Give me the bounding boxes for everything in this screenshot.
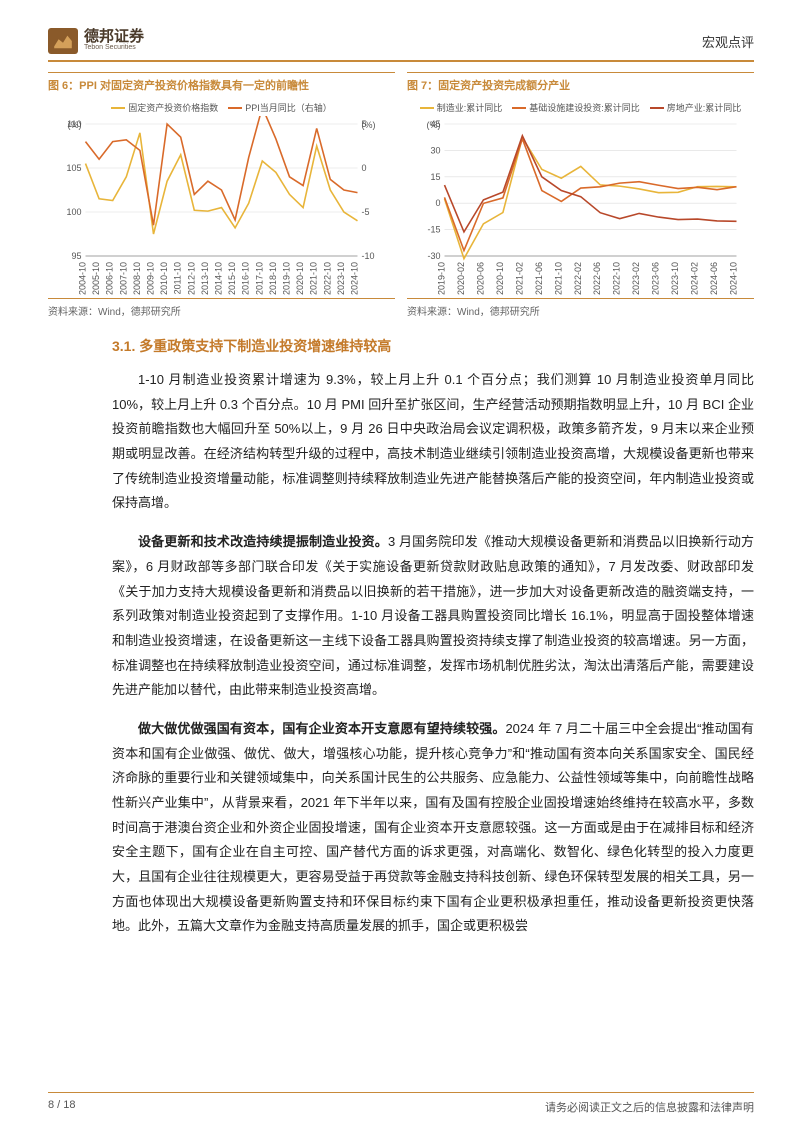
page-number: 8 / 18 [48, 1099, 76, 1115]
logo-en: Tebon Securities [84, 44, 144, 52]
chart-7-legend: 制造业:累计同比基础设施建设投资:累计同比房地产业:累计同比 [407, 99, 754, 116]
svg-text:2021-02: 2021-02 [514, 262, 524, 295]
svg-text:2017-10: 2017-10 [254, 262, 264, 295]
chart-6-block: 图 6：PPI 对固定资产投资价格指数具有一定的前瞻性 固定资产投资价格指数 PP… [48, 72, 395, 322]
svg-text:2004-10: 2004-10 [78, 262, 88, 295]
chart-7-block: 图 7：固定资产投资完成额分产业 制造业:累计同比基础设施建设投资:累计同比房地… [407, 72, 754, 322]
chart-6-canvas: 95100105110-10-505(%)(%)2004-102005-1020… [48, 116, 395, 296]
legend-item: 制造业:累计同比 [420, 101, 503, 114]
svg-text:2022-10: 2022-10 [612, 262, 622, 295]
svg-text:2020-10: 2020-10 [295, 262, 305, 295]
disclaimer: 请务必阅读正文之后的信息披露和法律声明 [545, 1099, 754, 1115]
svg-text:2023-06: 2023-06 [651, 262, 661, 295]
svg-text:2024-06: 2024-06 [709, 262, 719, 295]
logo-cn: 德邦证券 [84, 29, 144, 44]
svg-text:-30: -30 [427, 251, 440, 261]
svg-text:2024-02: 2024-02 [690, 262, 700, 295]
chart-6-legend: 固定资产投资价格指数 PPI当月同比（右轴） [48, 99, 395, 116]
svg-text:0: 0 [435, 198, 440, 208]
doc-type: 宏观点评 [702, 32, 754, 51]
svg-text:2023-10: 2023-10 [336, 262, 346, 295]
svg-text:2019-10: 2019-10 [282, 262, 292, 295]
svg-text:2007-10: 2007-10 [118, 262, 128, 295]
svg-text:2023-10: 2023-10 [670, 262, 680, 295]
svg-text:15: 15 [430, 172, 440, 182]
svg-text:2022-10: 2022-10 [322, 262, 332, 295]
svg-text:105: 105 [66, 163, 81, 173]
para-2: 设备更新和技术改造持续提振制造业投资。3 月国务院印发《推动大规模设备更新和消费… [112, 530, 754, 703]
logo-icon [48, 28, 78, 54]
svg-text:2015-10: 2015-10 [227, 262, 237, 295]
svg-text:2022-02: 2022-02 [573, 262, 583, 295]
svg-text:2016-10: 2016-10 [241, 262, 251, 295]
chart-7-title: 图 7：固定资产投资完成额分产业 [407, 72, 754, 99]
svg-text:2013-10: 2013-10 [200, 262, 210, 295]
svg-text:(%): (%) [68, 120, 82, 130]
legend-item: 固定资产投资价格指数 [111, 101, 218, 114]
svg-text:2023-02: 2023-02 [631, 262, 641, 295]
svg-text:-10: -10 [362, 251, 375, 261]
para-3-bold: 做大做优做强国有资本，国有企业资本开支意愿有望持续较强。 [138, 721, 505, 736]
svg-text:2012-10: 2012-10 [186, 262, 196, 295]
svg-text:(%): (%) [362, 120, 376, 130]
svg-text:2024-10: 2024-10 [350, 262, 360, 295]
para-1: 1-10 月制造业投资累计增速为 9.3%，较上月上升 0.1 个百分点；我们测… [112, 368, 754, 516]
svg-text:2019-10: 2019-10 [437, 262, 447, 295]
svg-text:2018-10: 2018-10 [268, 262, 278, 295]
svg-text:2021-06: 2021-06 [534, 262, 544, 295]
chart-7-canvas: -30-150153045(%)2019-102020-022020-06202… [407, 116, 754, 296]
chart-6-source: 资料来源：Wind，德邦研究所 [48, 298, 395, 322]
svg-text:0: 0 [362, 163, 367, 173]
svg-text:2014-10: 2014-10 [214, 262, 224, 295]
svg-text:2011-10: 2011-10 [173, 262, 183, 294]
para-2-bold: 设备更新和技术改造持续提振制造业投资。 [138, 534, 388, 549]
svg-text:-15: -15 [427, 225, 440, 235]
svg-text:2024-10: 2024-10 [729, 262, 739, 295]
svg-text:(%): (%) [427, 120, 441, 130]
para-2-rest: 3 月国务院印发《推动大规模设备更新和消费品以旧换新行动方案》，6 月财政部等多… [112, 534, 754, 697]
svg-text:2006-10: 2006-10 [105, 262, 115, 295]
svg-text:2021-10: 2021-10 [309, 262, 319, 295]
svg-text:2021-10: 2021-10 [553, 262, 563, 295]
svg-text:2020-02: 2020-02 [456, 262, 466, 295]
svg-text:2020-10: 2020-10 [495, 262, 505, 295]
page-header: 德邦证券 Tebon Securities 宏观点评 [48, 28, 754, 62]
svg-text:2010-10: 2010-10 [159, 262, 169, 295]
svg-text:30: 30 [430, 145, 440, 155]
legend-item: PPI当月同比（右轴） [228, 101, 332, 114]
svg-text:2008-10: 2008-10 [132, 262, 142, 295]
section-heading: 3.1. 多重政策支持下制造业投资增速维持较高 [112, 336, 754, 356]
svg-text:2009-10: 2009-10 [146, 262, 156, 295]
svg-text:100: 100 [66, 207, 81, 217]
logo-block: 德邦证券 Tebon Securities [48, 28, 144, 54]
svg-text:2020-06: 2020-06 [475, 262, 485, 295]
para-3: 做大做优做强国有资本，国有企业资本开支意愿有望持续较强。2024 年 7 月二十… [112, 717, 754, 939]
svg-text:-5: -5 [362, 207, 370, 217]
svg-text:2005-10: 2005-10 [91, 262, 101, 295]
svg-text:95: 95 [71, 251, 81, 261]
para-3-rest: 2024 年 7 月二十届三中全会提出“推动国有资本和国有企业做强、做优、做大，… [112, 721, 754, 934]
page-footer: 8 / 18 请务必阅读正文之后的信息披露和法律声明 [48, 1092, 754, 1115]
chart-7-source: 资料来源：Wind，德邦研究所 [407, 298, 754, 322]
svg-text:2022-06: 2022-06 [592, 262, 602, 295]
legend-item: 基础设施建设投资:累计同比 [512, 101, 640, 114]
legend-item: 房地产业:累计同比 [650, 101, 742, 114]
chart-6-title: 图 6：PPI 对固定资产投资价格指数具有一定的前瞻性 [48, 72, 395, 99]
